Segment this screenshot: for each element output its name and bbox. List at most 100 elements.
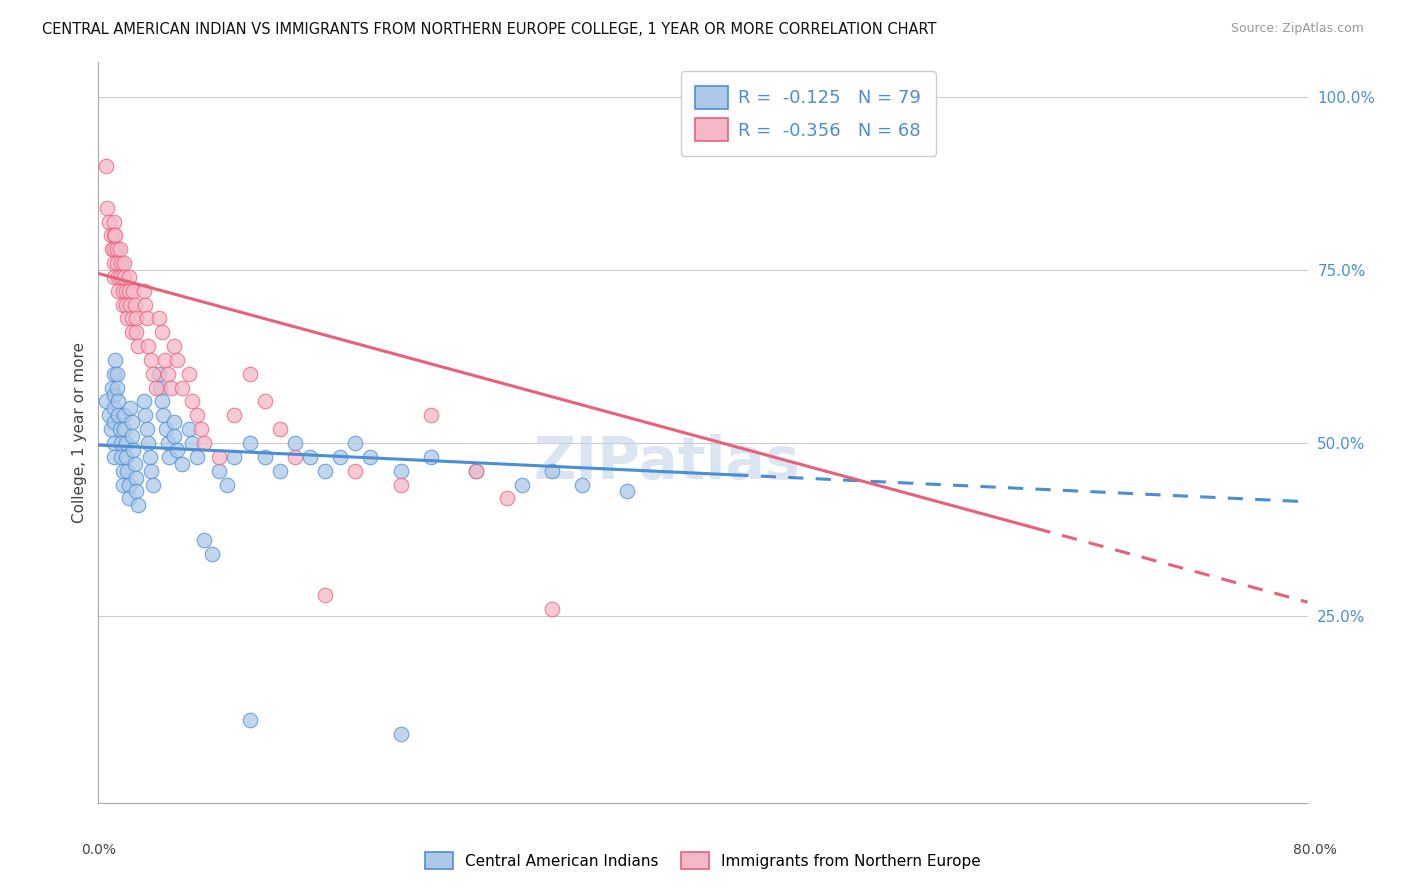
Point [136,436,159,450]
Text: 80.0%: 80.0% [1292,843,1337,857]
Point [121,429,143,443]
Point [101,242,124,256]
Point [186,409,208,423]
Point [344,464,367,478]
Point [108,242,131,256]
Point [465,464,488,478]
Point [616,484,638,499]
Point [111,464,134,478]
Point [224,409,246,423]
Point [181,394,204,409]
Point [186,450,208,464]
Point [103,367,125,381]
Point [132,394,155,409]
Point [540,464,562,478]
Point [163,415,186,429]
Text: CENTRAL AMERICAN INDIAN VS IMMIGRANTS FROM NORTHERN EUROPE COLLEGE, 1 YEAR OR MO: CENTRAL AMERICAN INDIAN VS IMMIGRANTS FR… [42,22,936,37]
Point [94,394,117,409]
Legend: R =  -0.125   N = 79, R =  -0.356   N = 68: R = -0.125 N = 79, R = -0.356 N = 68 [681,71,936,156]
Point [142,477,165,491]
Point [107,269,129,284]
Point [389,477,412,491]
Point [100,422,122,436]
Point [163,429,186,443]
Point [135,422,157,436]
Point [179,367,201,381]
Point [111,284,134,298]
Point [118,477,141,491]
Point [148,367,170,381]
Point [170,381,193,395]
Point [253,394,276,409]
Point [215,477,238,491]
Point [103,387,125,401]
Point [125,470,148,484]
Point [115,311,138,326]
Point [193,533,215,547]
Point [134,409,156,423]
Point [239,367,262,381]
Point [132,284,155,298]
Point [284,450,307,464]
Point [152,409,174,423]
Point [103,401,125,416]
Point [125,311,148,326]
Point [118,491,141,506]
Point [160,381,183,395]
Point [112,409,135,423]
Point [179,422,201,436]
Y-axis label: College, 1 year or more: College, 1 year or more [72,343,87,523]
Point [163,339,186,353]
Point [107,409,129,423]
Point [224,450,246,464]
Point [201,547,224,561]
Text: ZIPatlas: ZIPatlas [533,434,800,491]
Point [105,367,128,381]
Point [115,464,138,478]
Point [193,436,215,450]
Point [150,326,173,340]
Point [540,602,562,616]
Point [156,367,179,381]
Point [110,256,132,270]
Point [208,464,231,478]
Point [98,409,121,423]
Point [420,450,443,464]
Point [166,442,188,457]
Point [105,242,128,256]
Point [149,381,172,395]
Point [344,436,367,450]
Point [103,269,125,284]
Point [269,422,291,436]
Point [108,422,131,436]
Point [127,339,149,353]
Point [166,353,188,368]
Point [314,464,336,478]
Point [495,491,517,506]
Point [239,436,262,450]
Point [190,422,212,436]
Point [124,457,146,471]
Point [103,450,125,464]
Point [94,159,117,173]
Point [114,284,136,298]
Point [112,256,135,270]
Point [101,381,124,395]
Point [105,256,128,270]
Point [299,450,322,464]
Point [121,311,143,326]
Point [139,450,162,464]
Point [105,381,128,395]
Text: 0.0%: 0.0% [82,843,115,857]
Point [103,242,125,256]
Point [145,381,167,395]
Point [122,284,145,298]
Point [107,394,129,409]
Point [150,394,173,409]
Point [96,201,118,215]
Point [314,588,336,602]
Point [170,457,193,471]
Point [124,297,146,311]
Point [155,422,177,436]
Point [98,214,121,228]
